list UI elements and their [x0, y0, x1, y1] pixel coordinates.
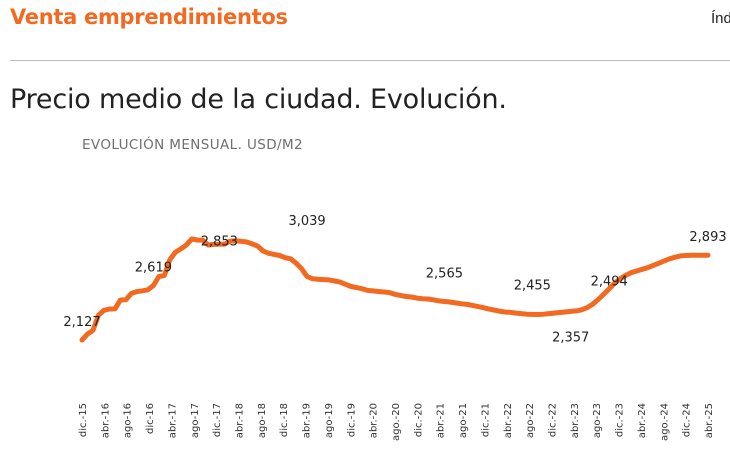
- x-tick-label: abr.-24: [637, 403, 648, 438]
- series-layer: [79, 236, 711, 343]
- data-label: 2,619: [135, 261, 172, 276]
- header-divider: [10, 60, 730, 61]
- x-tick-label: dic.-24: [682, 403, 693, 437]
- x-tick-label: abr.-21: [436, 403, 447, 438]
- x-tick-label: abr.-19: [302, 403, 313, 438]
- chart-title: Precio medio de la ciudad. Evolución.: [10, 84, 507, 115]
- x-tick-label: ago.-20: [391, 403, 402, 441]
- x-tick-label: abr.-18: [235, 403, 246, 438]
- x-tick-label: dic.-17: [212, 403, 223, 437]
- x-tick-label: abr.-16: [100, 403, 111, 438]
- x-tick-label: dic.-15: [78, 403, 89, 437]
- x-tick-label: abr.-23: [570, 403, 581, 438]
- x-tick-label: dic-16: [145, 403, 156, 434]
- x-tick-label: abr.-20: [369, 403, 380, 438]
- x-tick-label: abr.-22: [503, 403, 514, 438]
- data-label: 2,853: [201, 235, 238, 250]
- site-header: Venta emprendimientos Índ: [0, 0, 730, 62]
- x-tick-label: dic.-19: [346, 403, 357, 437]
- x-tick-label: ago-19: [324, 403, 335, 438]
- x-tick-label: ago-23: [592, 403, 603, 438]
- x-tick-label: dic.-18: [279, 403, 290, 437]
- data-label: 2,127: [63, 315, 100, 330]
- x-tick-label: dic.-23: [615, 403, 626, 437]
- data-label: 2,357: [552, 331, 589, 346]
- x-tick-label: dic.-22: [548, 403, 559, 437]
- x-tick-label: ago-22: [525, 403, 536, 438]
- x-tick-label: ago.-24: [659, 403, 670, 441]
- x-tick-label: ago-18: [257, 403, 268, 438]
- data-label-layer: 2,127 2,619 2,853 3,039 2,565 2,455 2,357 2,494…: [63, 214, 726, 346]
- data-label: 3,039: [288, 214, 325, 229]
- data-label: 2,893: [689, 230, 726, 245]
- chart-subtitle: EVOLUCIÓN MENSUAL. USD/M2: [82, 137, 304, 153]
- data-label: 2,565: [426, 267, 463, 282]
- data-label: 2,494: [591, 274, 628, 289]
- x-axis-ticks: dic.-15 abr.-16 ago-16 dic-16 abr.-17 ago-17 d…: [78, 403, 715, 441]
- series-line-price: [79, 236, 711, 343]
- x-tick-label: ago-17: [190, 403, 201, 438]
- x-tick-label: dic.-20: [413, 403, 424, 437]
- data-label: 2,455: [514, 279, 551, 294]
- x-tick-label: ago-21: [458, 403, 469, 438]
- section-title[interactable]: Venta emprendimientos: [10, 5, 288, 29]
- x-tick-label: dic.-21: [480, 403, 491, 437]
- nav-link-truncated[interactable]: Índ: [711, 10, 730, 27]
- x-tick-label: abr.-17: [167, 403, 178, 438]
- x-tick-label: ago-16: [123, 403, 134, 438]
- x-tick-label: abr.-25: [704, 403, 715, 438]
